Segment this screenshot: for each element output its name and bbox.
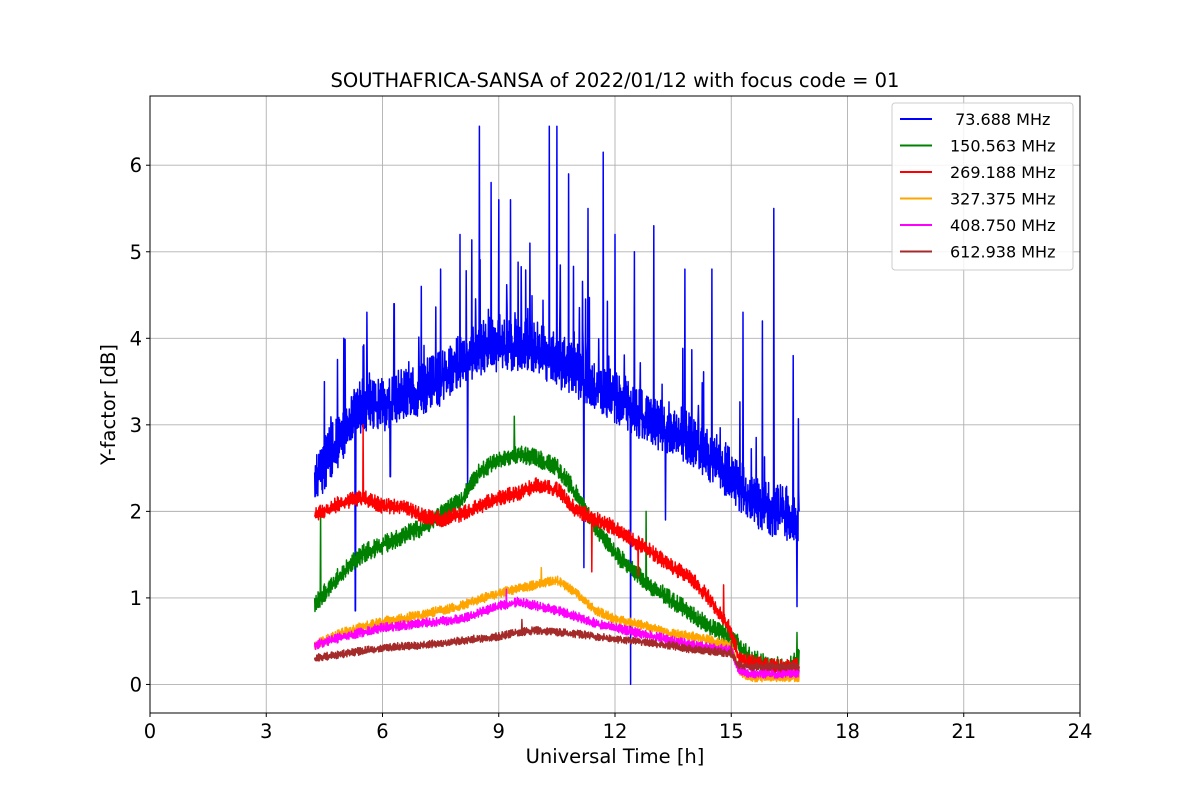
- x-axis: 0 3 6 9 12 15 18 21 24: [144, 713, 1093, 743]
- y-tick-label: 4: [130, 327, 142, 350]
- chart-title: SOUTHAFRICA-SANSA of 2022/01/12 with foc…: [331, 69, 900, 92]
- x-tick-label: 3: [260, 720, 272, 743]
- plot-area: [313, 125, 800, 686]
- x-tick-label: 9: [493, 720, 505, 743]
- x-tick-label: 24: [1068, 720, 1093, 743]
- legend-label: 408.750 MHz: [950, 216, 1055, 235]
- legend: 73.688 MHz 150.563 MHz 269.188 MHz 327.375 …: [891, 102, 1074, 271]
- legend-label: 269.188 MHz: [950, 163, 1055, 182]
- y-tick-label: 1: [130, 587, 142, 610]
- x-tick-label: 21: [951, 720, 976, 743]
- series-line: [313, 415, 800, 676]
- x-tick-label: 6: [376, 720, 388, 743]
- series-line: [313, 125, 800, 686]
- legend-box: [891, 102, 1074, 271]
- y-axis: 0 1 2 3 4 5 6: [130, 154, 150, 696]
- x-tick-label: 15: [719, 720, 744, 743]
- series-line: [313, 424, 800, 675]
- y-tick-label: 0: [130, 673, 142, 696]
- x-tick-label: 18: [835, 720, 860, 743]
- series-line: [313, 618, 800, 672]
- legend-label: 150.563 MHz: [950, 137, 1055, 156]
- x-tick-label: 0: [144, 720, 156, 743]
- legend-label: 73.688 MHz: [950, 110, 1050, 129]
- y-tick-label: 6: [130, 154, 142, 177]
- x-tick-label: 12: [603, 720, 628, 743]
- y-axis-label: Y-factor [dB]: [97, 344, 120, 466]
- series-line: [313, 566, 800, 683]
- x-axis-label: Universal Time [h]: [526, 745, 705, 768]
- y-tick-label: 5: [130, 241, 142, 264]
- y-tick-label: 2: [130, 500, 142, 523]
- legend-label: 327.375 MHz: [950, 190, 1055, 209]
- legend-label: 612.938 MHz: [950, 243, 1055, 262]
- y-tick-label: 3: [130, 414, 142, 437]
